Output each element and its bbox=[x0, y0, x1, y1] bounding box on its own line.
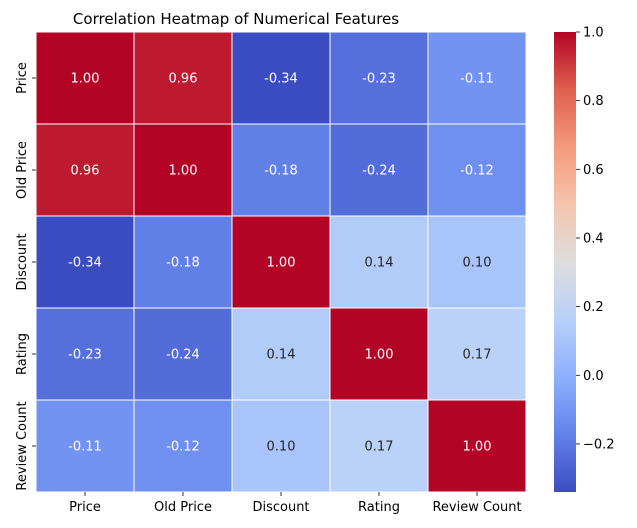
y-tick-label: Price bbox=[15, 62, 30, 94]
heatmap-cell bbox=[35, 399, 135, 493]
cell-value-label: -0.34 bbox=[264, 72, 298, 87]
cell-value-label: -0.11 bbox=[460, 72, 494, 87]
y-tick-label: Discount bbox=[15, 233, 30, 290]
heatmap-cell bbox=[427, 215, 527, 309]
cell-value-label: 0.17 bbox=[463, 348, 492, 363]
cell-value-label: -0.24 bbox=[166, 348, 200, 363]
heatmap-cell bbox=[231, 31, 331, 125]
cell-value-label: 0.10 bbox=[463, 256, 492, 271]
cell-value-label: 0.14 bbox=[365, 256, 394, 271]
heatmap-cell bbox=[133, 31, 233, 125]
colorbar-tick-label: 0.6 bbox=[583, 163, 604, 178]
cell-value-label: -0.34 bbox=[68, 256, 102, 271]
cell-value-label: 1.00 bbox=[463, 440, 492, 455]
heatmap-cells bbox=[35, 31, 527, 493]
cell-value-label: -0.18 bbox=[166, 256, 200, 271]
x-tick-label: Price bbox=[69, 500, 101, 515]
heatmap-cell bbox=[231, 215, 331, 309]
cell-value-label: 0.14 bbox=[267, 348, 296, 363]
heatmap-cell bbox=[427, 31, 527, 125]
y-tick-label: Rating bbox=[15, 333, 30, 375]
heatmap-cell bbox=[329, 31, 429, 125]
cell-value-label: -0.23 bbox=[68, 348, 102, 363]
colorbar-tick-label: 0.4 bbox=[583, 231, 604, 246]
colorbar-tick-label: −0.2 bbox=[583, 437, 615, 452]
x-tick-label: Old Price bbox=[154, 500, 212, 515]
cell-annotations: 1.00 0.96 -0.34 -0.23 -0.11 0.96 1.00 -0.18 -0.2… bbox=[68, 72, 494, 455]
x-tick-label: Discount bbox=[252, 500, 309, 515]
colorbar-gradient bbox=[554, 32, 576, 492]
heatmap-cell bbox=[329, 215, 429, 309]
cell-value-label: -0.12 bbox=[460, 164, 494, 179]
cell-value-label: 1.00 bbox=[71, 72, 100, 87]
cell-value-label: -0.23 bbox=[362, 72, 396, 87]
chart-title: Correlation Heatmap of Numerical Feature… bbox=[73, 10, 399, 28]
heatmap-cell bbox=[35, 123, 135, 217]
heatmap-cell bbox=[427, 307, 527, 401]
colorbar-tick-label: 0.8 bbox=[583, 94, 604, 109]
y-tick-label: Review Count bbox=[15, 401, 30, 490]
cell-value-label: 1.00 bbox=[365, 348, 394, 363]
cell-value-label: 0.10 bbox=[267, 440, 296, 455]
colorbar-tick-label: 0.0 bbox=[583, 369, 604, 384]
colorbar-tick-label: 0.2 bbox=[583, 300, 604, 315]
cell-value-label: -0.11 bbox=[68, 440, 102, 455]
heatmap-cell bbox=[427, 399, 527, 493]
heatmap-cell bbox=[133, 215, 233, 309]
x-axis-ticks: Price Old Price Discount Rating Review Count bbox=[69, 492, 522, 515]
cell-value-label: 0.96 bbox=[71, 164, 100, 179]
heatmap-cell bbox=[35, 31, 135, 125]
x-tick-label: Review Count bbox=[432, 500, 521, 515]
heatmap-cell bbox=[231, 123, 331, 217]
heatmap-cell bbox=[231, 399, 331, 493]
cell-value-label: 0.96 bbox=[169, 72, 198, 87]
heatmap-cell bbox=[329, 307, 429, 401]
cell-value-label: 1.00 bbox=[169, 164, 198, 179]
y-axis-ticks: Price Old Price Discount Rating Review Count bbox=[15, 62, 36, 491]
cell-value-label: 0.17 bbox=[365, 440, 394, 455]
heatmap-cell bbox=[133, 399, 233, 493]
heatmap-cell bbox=[133, 307, 233, 401]
cell-value-label: -0.12 bbox=[166, 440, 200, 455]
cell-value-label: -0.18 bbox=[264, 164, 298, 179]
heatmap-cell bbox=[427, 123, 527, 217]
colorbar-tick-label: 1.0 bbox=[583, 26, 604, 41]
colorbar: 1.0 0.8 0.6 0.4 0.2 0.0 −0.2 bbox=[554, 26, 615, 492]
y-tick-label: Old Price bbox=[15, 141, 30, 199]
heatmap-cell bbox=[231, 307, 331, 401]
cell-value-label: -0.24 bbox=[362, 164, 396, 179]
x-tick-label: Rating bbox=[358, 500, 400, 515]
cell-value-label: 1.00 bbox=[267, 256, 296, 271]
